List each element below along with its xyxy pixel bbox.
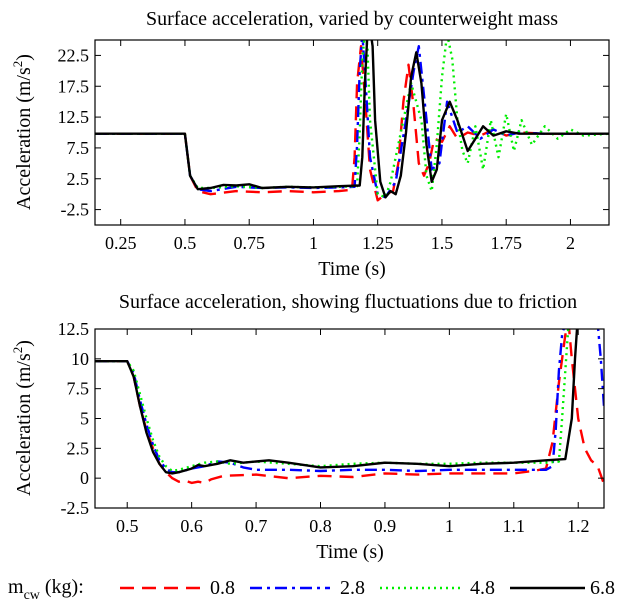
- chart-bottom-series-0-8: [95, 329, 604, 485]
- chart-bottom-ytick-label: 10: [71, 349, 89, 369]
- legend-text-3: 6.8: [590, 577, 615, 599]
- chart-bottom-ytick-label: 12.5: [58, 319, 90, 339]
- chart-top: Surface acceleration, varied by counterw…: [10, 8, 610, 280]
- chart-top-xtick-label: 0.75: [233, 233, 265, 253]
- chart-top-ytick-label: 2.5: [67, 169, 90, 189]
- legend-text-2: 4.8: [470, 577, 495, 599]
- chart-top-ytick-label: -2.5: [61, 200, 90, 220]
- chart-bottom-series-group: [95, 329, 604, 485]
- chart-bottom-xtick-label: 0.8: [309, 516, 332, 536]
- chart-bottom-ytick-label: 2.5: [67, 438, 90, 458]
- chart-top-series-6-8: [95, 40, 609, 199]
- legend: mcw (kg): 0.8 2.8 4.8 6.8: [8, 576, 615, 603]
- chart-bottom-xtick-label: 0.9: [374, 516, 397, 536]
- chart-bottom-xtick-label: 0.7: [245, 516, 268, 536]
- chart-bottom: Surface acceleration, showing fluctuatio…: [10, 291, 605, 563]
- chart-bottom-ytick-label: 0: [80, 468, 89, 488]
- legend-text-0: 0.8: [210, 577, 235, 599]
- chart-top-series-group: [95, 40, 609, 202]
- chart-bottom-xtick-label: 1: [445, 516, 454, 536]
- chart-bottom-xtick-label: 1.1: [503, 516, 526, 536]
- chart-bottom-series-6-8: [95, 329, 579, 475]
- legend-text-1: 2.8: [340, 577, 365, 599]
- chart-top-xtick-label: 1.5: [431, 233, 454, 253]
- chart-top-xtick-label: 0.25: [105, 233, 137, 253]
- chart-top-ylabel: Acceleration (m/s2): [10, 54, 35, 210]
- chart-top-ticks: 0.25 0.5 0.75 1 1.25 1.5 1.75 2 -2.5 2.5 7.5 12.5 17…: [58, 40, 609, 253]
- chart-top-ytick-label: 7.5: [67, 138, 90, 158]
- chart-bottom-title: Surface acceleration, showing fluctuatio…: [119, 291, 577, 313]
- chart-bottom-plot-frame: [94, 328, 605, 509]
- chart-bottom-xtick-label: 1.2: [567, 516, 590, 536]
- chart-top-xtick-label: 2: [566, 233, 575, 253]
- chart-top-xtick-label: 1: [309, 233, 318, 253]
- chart-bottom-ticks: 0.5 0.6 0.7 0.8 0.9 1 1.1 1.2 -2.5 0 2.5 5 7.5 10 12.5: [58, 319, 604, 536]
- chart-bottom-xtick-label: 0.6: [180, 516, 203, 536]
- chart-top-ytick-label: 22.5: [58, 45, 90, 65]
- chart-top-ytick-label: 12.5: [58, 107, 90, 127]
- chart-top-series-0-8: [95, 45, 609, 202]
- chart-bottom-ytick-label: 7.5: [67, 379, 90, 399]
- legend-label-unit: (kg):: [40, 576, 84, 598]
- chart-top-xtick-label: 1.25: [362, 233, 394, 253]
- chart-top-xlabel: Time (s): [318, 258, 386, 280]
- chart-top-series-4-8: [95, 40, 609, 199]
- chart-top-title: Surface acceleration, varied by counterw…: [146, 8, 558, 30]
- chart-bottom-xtick-label: 0.5: [116, 516, 139, 536]
- chart-top-xtick-label: 1.75: [490, 233, 522, 253]
- chart-bottom-ytick-label: -2.5: [61, 498, 90, 518]
- chart-top-series-2-8: [95, 40, 609, 199]
- legend-label-main: m: [8, 576, 24, 598]
- legend-label-sub: cw: [24, 588, 41, 603]
- chart-bottom-ytick-label: 5: [80, 409, 89, 429]
- chart-bottom-xlabel: Time (s): [316, 541, 384, 563]
- chart-bottom-series-2-8: [95, 329, 604, 474]
- chart-bottom-series-4-8: [95, 329, 570, 473]
- chart-top-xtick-label: 0.5: [174, 233, 197, 253]
- chart-bottom-ylabel: Acceleration (m/s2): [10, 340, 35, 496]
- chart-top-plot-frame: [94, 39, 610, 226]
- legend-label: mcw (kg):: [8, 576, 84, 603]
- chart-top-ytick-label: 17.5: [58, 76, 90, 96]
